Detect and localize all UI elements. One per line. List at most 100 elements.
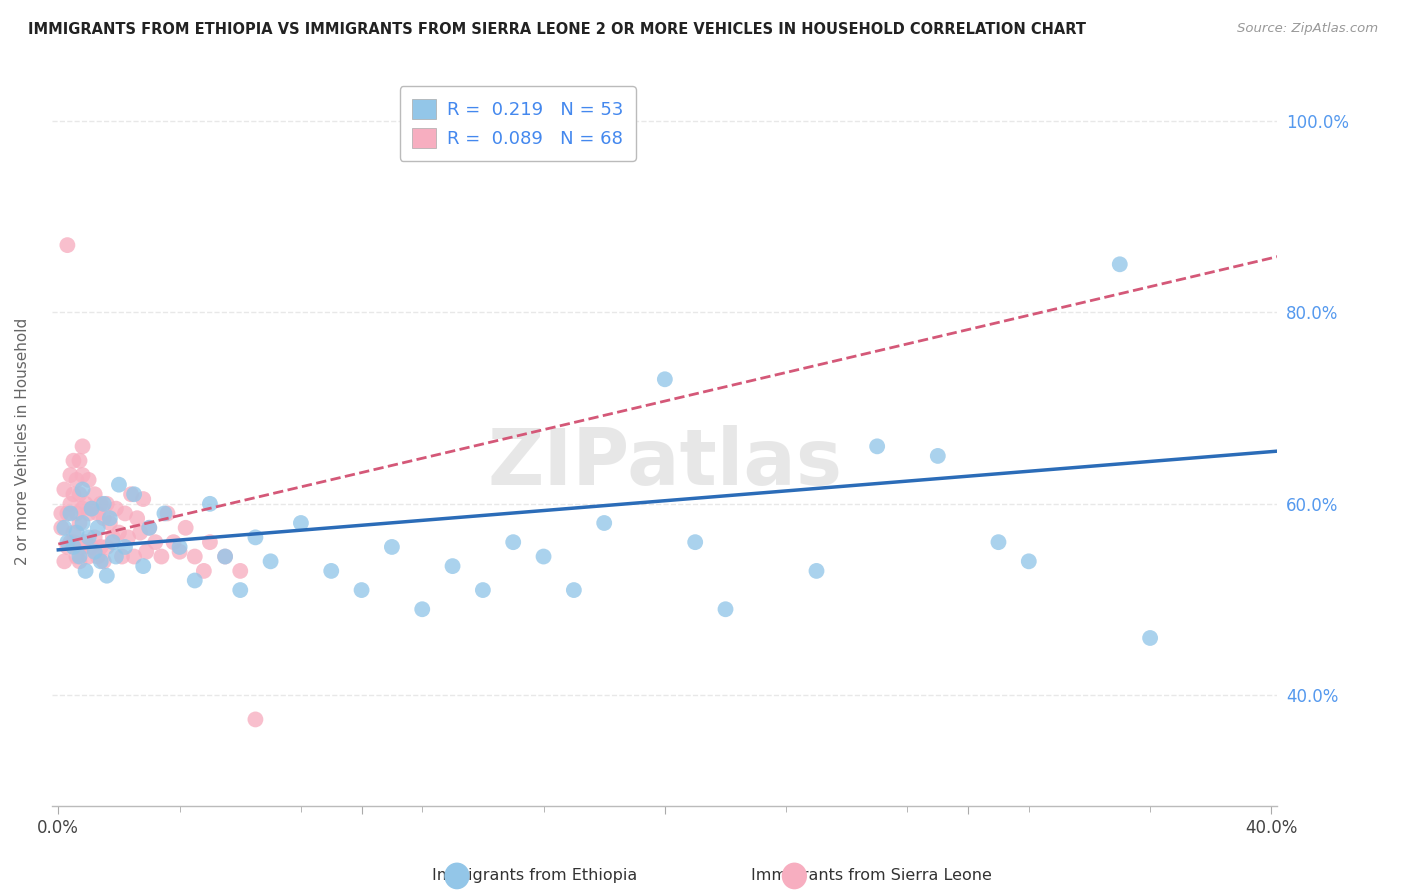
Point [162, 535, 184, 549]
Point [93, 511, 115, 525]
Point [75, 535, 97, 549]
Point [350, 583, 373, 598]
Point [86, 521, 108, 535]
Point [83, 487, 105, 501]
Point [53, 554, 76, 568]
Point [562, 583, 585, 598]
Point [198, 497, 221, 511]
Point [80, 501, 103, 516]
Point [132, 491, 155, 506]
Point [156, 507, 179, 521]
Text: IMMIGRANTS FROM ETHIOPIA VS IMMIGRANTS FROM SIERRA LEONE 2 OR MORE VEHICLES IN H: IMMIGRANTS FROM ETHIOPIA VS IMMIGRANTS F… [28, 22, 1085, 37]
Point [51, 521, 73, 535]
Point [65, 525, 87, 540]
Point [169, 540, 191, 554]
Point [683, 535, 706, 549]
Point [184, 549, 207, 564]
Point [101, 530, 124, 544]
Point [1018, 554, 1040, 568]
Point [80, 540, 103, 554]
Point [593, 516, 616, 530]
Point [101, 535, 124, 549]
Point [69, 453, 91, 467]
Point [214, 549, 236, 564]
Point [132, 559, 155, 574]
Point [987, 535, 1010, 549]
Point [1108, 257, 1130, 271]
Point [56, 535, 79, 549]
Point [193, 564, 215, 578]
Point [96, 568, 118, 582]
Text: ZIPatlas: ZIPatlas [488, 425, 842, 501]
Point [72, 439, 94, 453]
Point [51, 507, 73, 521]
Point [93, 497, 115, 511]
Point [866, 439, 889, 453]
Point [927, 449, 949, 463]
Point [129, 525, 152, 540]
Point [143, 535, 166, 549]
Point [127, 511, 149, 525]
Point [229, 564, 252, 578]
Point [69, 487, 91, 501]
Point [169, 545, 191, 559]
Point [75, 564, 97, 578]
Text: Immigrants from Ethiopia: Immigrants from Ethiopia [432, 869, 637, 883]
Point [111, 549, 134, 564]
Point [83, 545, 105, 559]
Legend: R =  0.219   N = 53, R =  0.089   N = 68: R = 0.219 N = 53, R = 0.089 N = 68 [399, 87, 636, 161]
Point [72, 483, 94, 497]
Point [96, 497, 118, 511]
Text: Immigrants from Sierra Leone: Immigrants from Sierra Leone [751, 869, 993, 883]
Point [321, 564, 343, 578]
Point [59, 468, 82, 483]
Point [62, 540, 84, 554]
Point [411, 602, 433, 616]
Point [93, 554, 115, 568]
Point [120, 487, 142, 501]
Point [77, 507, 100, 521]
Point [150, 549, 173, 564]
Point [229, 583, 252, 598]
Point [83, 530, 105, 544]
Point [72, 516, 94, 530]
Point [56, 540, 79, 554]
Point [471, 583, 494, 598]
Point [138, 521, 160, 535]
Point [122, 549, 145, 564]
Point [80, 501, 103, 516]
Point [245, 713, 267, 727]
Point [62, 525, 84, 540]
Point [98, 511, 121, 525]
Point [441, 559, 464, 574]
Point [72, 501, 94, 516]
Point [245, 530, 267, 544]
Point [114, 507, 136, 521]
Point [90, 540, 112, 554]
Point [69, 516, 91, 530]
Point [138, 521, 160, 535]
Point [62, 487, 84, 501]
Point [69, 554, 91, 568]
Point [53, 521, 76, 535]
Point [198, 535, 221, 549]
Point [72, 468, 94, 483]
Point [75, 497, 97, 511]
Point [86, 549, 108, 564]
Point [59, 535, 82, 549]
Point [381, 540, 404, 554]
Point [1139, 631, 1161, 645]
Point [59, 497, 82, 511]
Point [108, 477, 131, 491]
Point [65, 473, 87, 487]
Point [65, 507, 87, 521]
Point [153, 507, 176, 521]
Point [77, 473, 100, 487]
Point [533, 549, 555, 564]
Point [59, 507, 82, 521]
Point [290, 516, 312, 530]
Point [53, 483, 76, 497]
Point [104, 501, 127, 516]
Point [104, 549, 127, 564]
Point [108, 525, 131, 540]
